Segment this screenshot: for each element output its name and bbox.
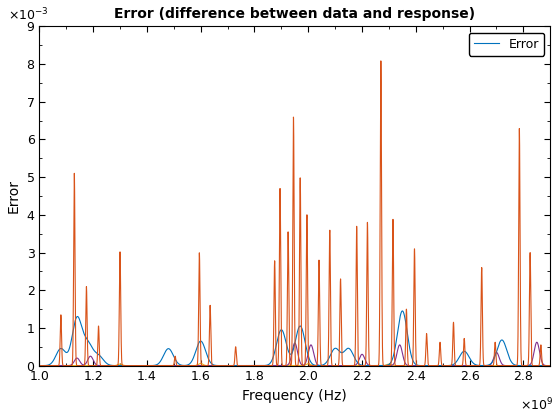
Y-axis label: Error: Error xyxy=(7,179,21,213)
Error xyxy=(399,308,406,313)
Error xyxy=(456,354,463,359)
Line: Error: Error xyxy=(39,311,550,366)
Text: $\times10^{-3}$: $\times10^{-3}$ xyxy=(8,7,49,24)
Legend: Error: Error xyxy=(469,32,544,55)
Text: $\times10^9$: $\times10^9$ xyxy=(520,396,553,413)
Error xyxy=(368,363,375,368)
Error xyxy=(547,363,554,368)
Error xyxy=(129,363,136,368)
Title: Error (difference between data and response): Error (difference between data and respo… xyxy=(114,7,475,21)
Error xyxy=(36,363,43,368)
Error xyxy=(231,363,238,368)
X-axis label: Frequency (Hz): Frequency (Hz) xyxy=(242,389,347,403)
Error xyxy=(342,347,349,352)
Error xyxy=(417,363,424,368)
